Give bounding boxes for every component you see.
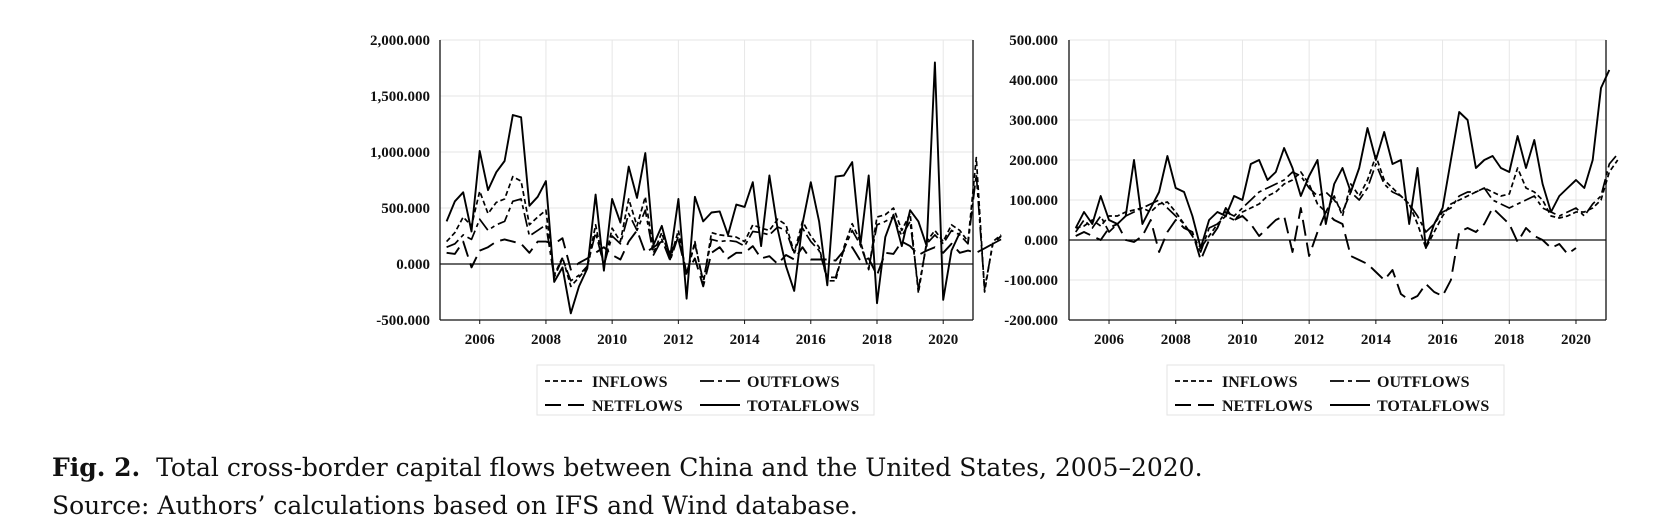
series-line-netflows: [1075, 207, 1577, 301]
left-chart: 2,000.000 1,500.000 1,000.000 500.000 0.000 -…: [370, 33, 1002, 416]
y-tick-label: 500.000: [1009, 33, 1058, 49]
figure-label: Fig. 2.: [52, 453, 141, 482]
y-tick-label: -500.000: [376, 313, 430, 329]
y-tick-label: 2,000.000: [370, 33, 430, 49]
legend-label-outflows: OUTFLOWS: [1377, 374, 1470, 391]
x-tick-label: 2008: [1161, 332, 1191, 348]
legend-box: [536, 364, 875, 416]
x-tick-label: 2006: [1094, 332, 1125, 348]
legend: INFLOWS OUTFLOWS NETFLOWS TOTALFLOWS: [536, 364, 875, 416]
right-chart: 500.000 400.000 300.000 200.000 100.000 0.000…: [1004, 33, 1619, 416]
legend-label-inflows: INFLOWS: [1222, 374, 1298, 391]
legend-label-netflows: NETFLOWS: [1222, 398, 1313, 415]
legend-label-outflows: OUTFLOWS: [747, 374, 840, 391]
series-line-outflows: [1075, 153, 1619, 253]
x-tick-label: 2012: [663, 332, 693, 348]
x-tick-label: 2008: [531, 332, 561, 348]
y-tick-label: 100.000: [1009, 193, 1058, 209]
x-tick-label: 2018: [862, 332, 892, 348]
x-tick-label: 2006: [465, 332, 496, 348]
x-tick-label: 2010: [1227, 332, 1257, 348]
legend-box: [1166, 364, 1505, 416]
y-tick-label: 0.000: [396, 257, 430, 273]
y-tick-label: 1,000.000: [370, 145, 430, 161]
x-tick-label: 2016: [1428, 332, 1459, 348]
x-tick-label: 2014: [730, 332, 761, 348]
y-tick-label: -200.000: [1004, 313, 1058, 329]
legend-label-totalflows: TOTALFLOWS: [747, 398, 859, 415]
y-tick-label: -100.000: [1004, 273, 1058, 289]
legend: INFLOWS OUTFLOWS NETFLOWS TOTALFLOWS: [1166, 364, 1505, 416]
series-line-totalflows: [445, 61, 961, 315]
y-tick-label: 300.000: [1009, 113, 1058, 129]
series-line-netflows: [446, 229, 1002, 288]
y-tick-label: 400.000: [1009, 73, 1058, 89]
y-tick-label: 200.000: [1009, 153, 1058, 169]
figure-source: Source: Authors’ calculations based on I…: [52, 491, 858, 520]
x-tick-label: 2020: [928, 332, 958, 348]
legend-label-totalflows: TOTALFLOWS: [1377, 398, 1489, 415]
y-tick-label: 0.000: [1024, 233, 1058, 249]
y-tick-label: 1,500.000: [370, 89, 430, 105]
series-line-totalflows: [1074, 69, 1611, 249]
legend-label-inflows: INFLOWS: [592, 374, 668, 391]
legend-label-netflows: NETFLOWS: [592, 398, 683, 415]
x-tick-label: 2016: [796, 332, 827, 348]
x-tick-label: 2012: [1294, 332, 1324, 348]
x-tick-label: 2018: [1494, 332, 1524, 348]
x-tick-label: 2010: [597, 332, 627, 348]
figure-title: Total cross-border capital flows between…: [156, 453, 1203, 482]
figure: 2,000.000 1,500.000 1,000.000 500.000 0.000 -…: [370, 33, 1619, 416]
figure-caption: Fig. 2. Total cross-border capital flows…: [52, 452, 1203, 484]
series-line-outflows: [446, 173, 1002, 290]
x-tick-label: 2014: [1361, 332, 1392, 348]
y-tick-label: 500.000: [381, 201, 430, 217]
x-tick-label: 2020: [1561, 332, 1591, 348]
